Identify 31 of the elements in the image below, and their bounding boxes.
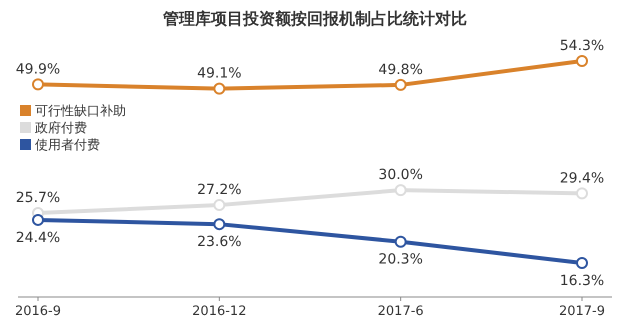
point bbox=[576, 257, 588, 269]
point bbox=[394, 78, 407, 91]
point bbox=[32, 78, 44, 90]
x-tick-label: 2016-9 bbox=[14, 304, 62, 319]
point bbox=[213, 199, 226, 212]
data-label: 49.8% bbox=[378, 62, 423, 78]
legend-label: 可行性缺口补助 bbox=[35, 104, 126, 119]
point bbox=[576, 55, 588, 67]
point bbox=[394, 184, 407, 196]
data-label: 29.4% bbox=[560, 170, 604, 186]
point bbox=[576, 187, 588, 200]
data-label: 20.3% bbox=[378, 252, 423, 268]
chart-title: 管理库项目投资额按回报机制占比统计对比 bbox=[162, 9, 467, 28]
data-label: 30.0% bbox=[378, 167, 423, 184]
data-label: 54.3% bbox=[560, 38, 604, 54]
data-label: 24.4% bbox=[16, 230, 60, 246]
x-tick-label: 2017-6 bbox=[378, 304, 424, 319]
data-label: 27.2% bbox=[197, 182, 242, 198]
data-label: 49.1% bbox=[197, 66, 242, 82]
point bbox=[32, 214, 44, 226]
legend-label: 政府付费 bbox=[35, 120, 87, 136]
data-label: 23.6% bbox=[197, 234, 242, 250]
legend-label: 使用者付费 bbox=[35, 138, 100, 153]
point bbox=[213, 82, 226, 95]
x-tick-label: 2017-9 bbox=[558, 304, 606, 319]
data-label: 25.7% bbox=[16, 190, 60, 206]
x-tick-label: 2016-12 bbox=[192, 304, 246, 319]
point bbox=[394, 236, 407, 248]
data-label: 49.9% bbox=[16, 61, 60, 78]
point bbox=[213, 218, 226, 230]
data-label: 16.3% bbox=[560, 273, 604, 289]
